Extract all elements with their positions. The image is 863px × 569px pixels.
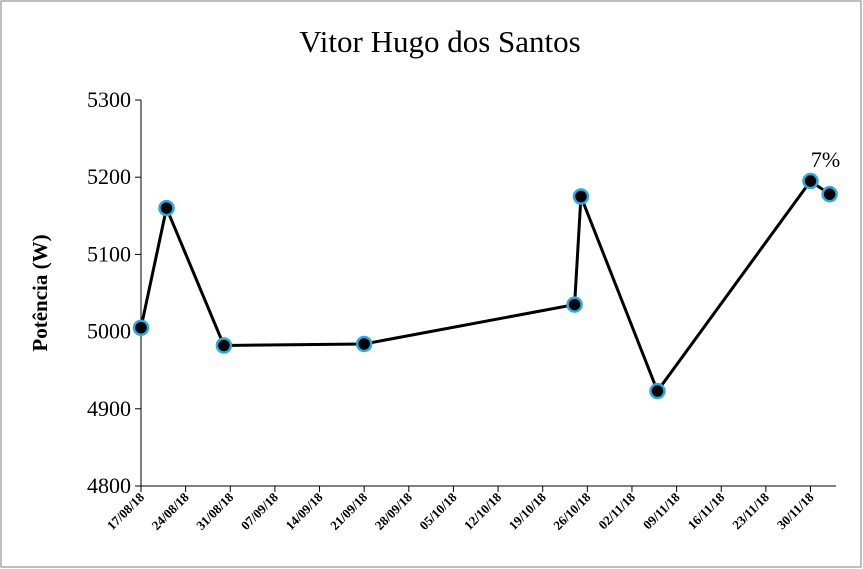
marker	[566, 296, 583, 313]
marker	[821, 185, 838, 203]
y-tick-label: 5300	[87, 87, 131, 112]
marker	[355, 335, 373, 353]
annotation: 7%	[811, 147, 840, 172]
marker	[215, 337, 233, 354]
y-tick-label: 4900	[87, 396, 131, 421]
marker	[158, 199, 175, 217]
marker	[572, 188, 590, 205]
y-axis-label: Potência (W)	[28, 234, 52, 351]
y-tick-label: 5000	[87, 319, 131, 344]
marker	[649, 382, 666, 400]
y-tick-label: 4800	[87, 473, 131, 498]
chart-title: Vitor Hugo dos Santos	[299, 24, 580, 59]
marker	[802, 172, 819, 190]
y-tick-label: 5100	[87, 241, 131, 266]
y-tick-label: 5200	[87, 164, 131, 189]
marker	[132, 319, 150, 336]
